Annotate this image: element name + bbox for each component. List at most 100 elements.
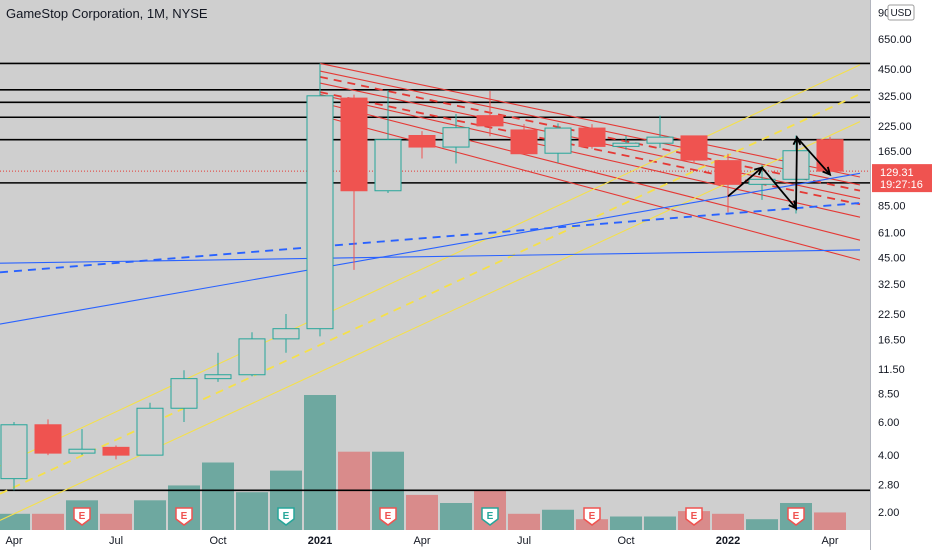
candle-body — [34, 424, 62, 454]
trendline-red — [319, 91, 861, 206]
price-tick-label: 45.00 — [878, 252, 906, 264]
zigzag-arrowhead — [788, 200, 798, 210]
time-tick-label: Apr — [5, 535, 22, 547]
earnings-badge — [481, 507, 499, 526]
earnings-letter: E — [793, 511, 800, 522]
volume-bar — [746, 519, 778, 530]
price-tick-label: 16.50 — [878, 334, 906, 346]
earnings-badge — [277, 507, 295, 526]
trendline-red — [319, 75, 861, 192]
volume-bar — [712, 513, 744, 530]
candle-body — [510, 129, 538, 155]
price-axis[interactable]: 900.00650.00450.00325.00225.00165.0085.0… — [878, 8, 912, 519]
volume-bar — [508, 513, 540, 530]
price-tick-label: 4.00 — [878, 450, 899, 462]
zigzag-arrowhead — [822, 166, 832, 177]
price-tick-label: 8.50 — [878, 389, 899, 401]
volume-bar — [134, 500, 166, 530]
price-tick-label: 325.00 — [878, 91, 912, 103]
zigzag-arrowhead — [754, 166, 764, 176]
currency-label: USD — [890, 8, 911, 19]
trendline-blue — [0, 172, 861, 325]
earnings-letter: E — [487, 511, 494, 522]
candle-body — [476, 115, 504, 127]
volume-bar — [304, 395, 336, 530]
earnings-marker[interactable]: E — [481, 507, 499, 526]
candle-body — [680, 135, 708, 161]
volume-bar — [32, 513, 64, 530]
earnings-letter: E — [283, 511, 290, 522]
earnings-letter: E — [79, 511, 86, 522]
earnings-letter: E — [385, 511, 392, 522]
plot-area — [0, 0, 871, 550]
earnings-letter: E — [589, 511, 596, 522]
bar-countdown: 19:27:16 — [880, 179, 923, 191]
price-tick-label: 85.00 — [878, 200, 906, 212]
zigzag-arrowhead — [792, 135, 802, 146]
price-tick-label: 11.50 — [878, 364, 905, 376]
earnings-marker[interactable]: E — [787, 507, 805, 526]
zigzag-drawing — [727, 135, 832, 211]
volume-bar — [644, 516, 676, 530]
price-tick-label: 225.00 — [878, 121, 912, 133]
time-axis[interactable]: Apr Jul Oct 2021 Apr Jul Oct 2022 Apr — [5, 535, 838, 547]
price-tick-label: 32.50 — [878, 279, 906, 291]
earnings-badge — [787, 507, 805, 526]
candle-body — [816, 139, 844, 172]
candle-body — [408, 134, 436, 148]
earnings-marker[interactable]: E — [685, 507, 703, 526]
earnings-marker[interactable]: E — [277, 507, 295, 526]
candle-body — [238, 338, 266, 376]
chart-title: GameStop Corporation, 1M, NYSE — [6, 6, 208, 21]
trendline-red — [319, 62, 861, 178]
candle-body — [442, 127, 470, 148]
price-tick-label: 61.00 — [878, 228, 906, 240]
plot-background — [0, 0, 870, 530]
candle-body — [714, 160, 742, 185]
trendline-yellow — [0, 64, 861, 467]
time-tick-label: Jul — [109, 535, 123, 547]
price-tick-label: 6.00 — [878, 417, 899, 429]
time-tick-label: 2021 — [308, 535, 332, 547]
candle-body — [0, 424, 28, 480]
candle-body — [272, 328, 300, 340]
earnings-badge — [175, 507, 193, 526]
volume-bar — [236, 492, 268, 530]
volume-bar — [542, 509, 574, 530]
volume-bar — [100, 513, 132, 530]
earnings-marker[interactable]: E — [379, 507, 397, 526]
candle-body — [578, 127, 606, 147]
earnings-badge — [73, 507, 91, 526]
price-tick-label: 450.00 — [878, 64, 912, 76]
last-price-tag: 129.31 19:27:16 — [872, 164, 932, 193]
volume-bar — [440, 503, 472, 530]
earnings-marker[interactable]: E — [175, 507, 193, 526]
candle-body — [340, 97, 368, 192]
volume-bar — [202, 462, 234, 530]
volume-bar — [814, 512, 846, 530]
currency-badge[interactable]: USD — [887, 4, 915, 21]
candle-body — [374, 139, 402, 192]
earnings-marker[interactable]: E — [73, 507, 91, 526]
earnings-badge — [583, 507, 601, 526]
volume-bar — [406, 494, 438, 530]
trendline-blue — [0, 249, 861, 264]
earnings-letter: E — [181, 511, 188, 522]
time-tick-label: Jul — [517, 535, 531, 547]
candle-body — [646, 136, 674, 144]
time-tick-label: Apr — [413, 535, 430, 547]
earnings-badge — [685, 507, 703, 526]
volume-bar — [610, 516, 642, 530]
earnings-badge — [379, 507, 397, 526]
trendline-red — [319, 101, 861, 241]
volume-bar — [0, 513, 30, 530]
candle-body — [136, 407, 164, 456]
candle-body — [612, 142, 640, 147]
price-tick-label: 2.00 — [878, 507, 899, 519]
time-tick-label: 2022 — [716, 535, 740, 547]
earnings-marker[interactable]: E — [583, 507, 601, 526]
time-tick-label: Oct — [617, 535, 634, 547]
candle-body — [170, 378, 198, 409]
